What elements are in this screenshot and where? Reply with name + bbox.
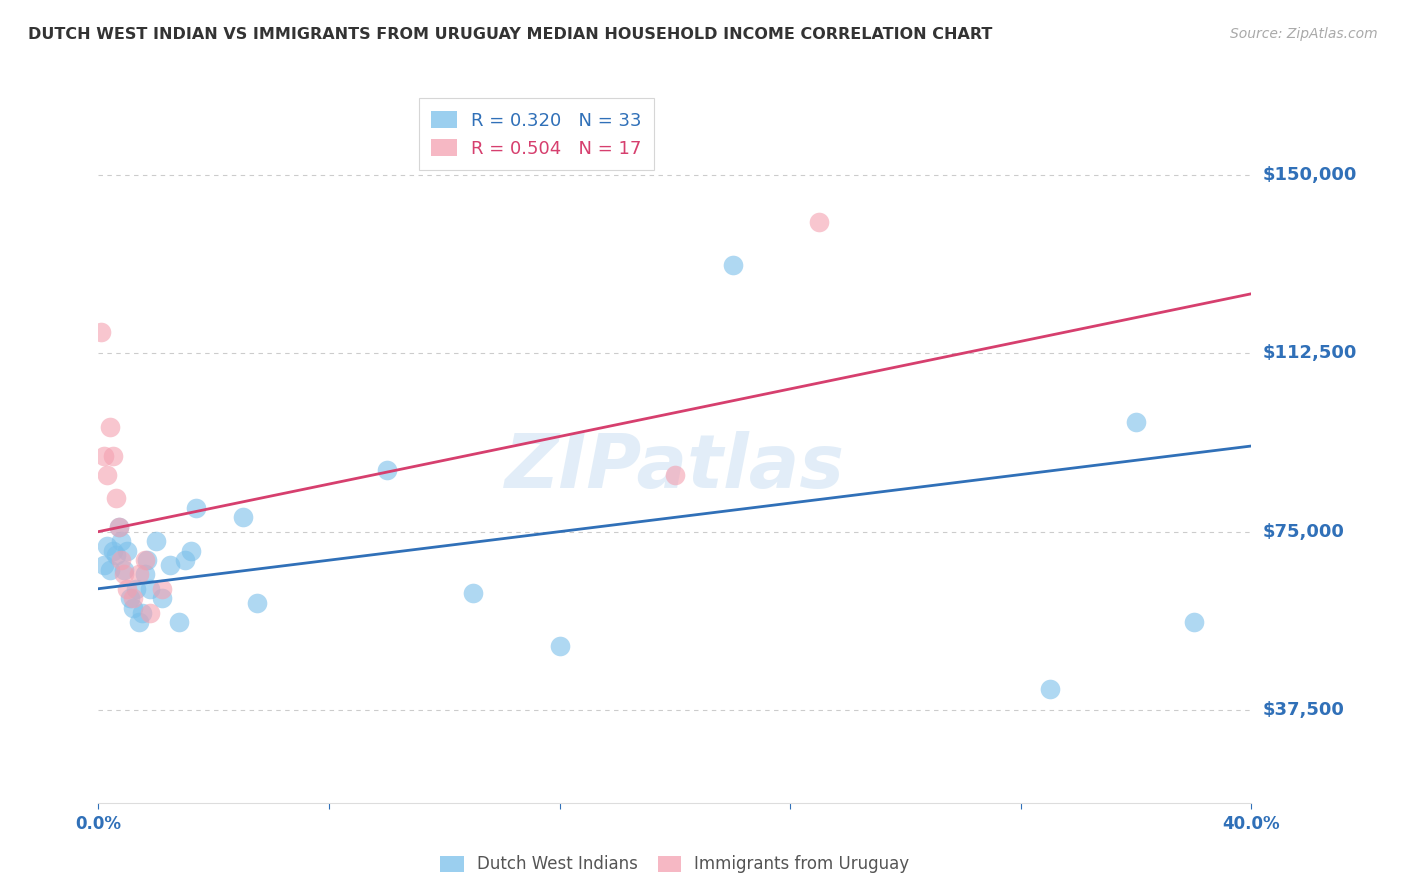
- Point: [104, 491, 127, 506]
- Point: [180, 543, 202, 558]
- Text: $37,500: $37,500: [1263, 701, 1344, 719]
- Point: [110, 553, 132, 567]
- Point: [150, 591, 173, 606]
- Point: [96, 467, 118, 482]
- Point: [139, 582, 162, 596]
- Point: [145, 534, 167, 549]
- Point: [110, 534, 132, 549]
- Point: [90, 325, 112, 339]
- Point: [112, 567, 135, 582]
- Point: [134, 553, 156, 567]
- Point: [98, 420, 121, 434]
- Point: [98, 563, 121, 577]
- Point: [122, 591, 145, 606]
- Point: [186, 500, 208, 515]
- Text: $75,000: $75,000: [1263, 523, 1344, 541]
- Point: [93, 449, 115, 463]
- Text: ZIPatlas: ZIPatlas: [505, 431, 845, 504]
- Point: [721, 258, 744, 272]
- Point: [101, 449, 124, 463]
- Point: [1038, 681, 1062, 696]
- Point: [174, 553, 197, 567]
- Point: [120, 591, 142, 606]
- Point: [101, 543, 124, 558]
- Point: [128, 615, 150, 629]
- Point: [139, 606, 162, 620]
- Point: [134, 567, 156, 582]
- Text: $150,000: $150,000: [1263, 166, 1357, 184]
- Point: [150, 582, 173, 596]
- Point: [107, 520, 129, 534]
- Point: [246, 596, 269, 610]
- Point: [807, 215, 830, 229]
- Point: [1182, 615, 1205, 629]
- Text: $112,500: $112,500: [1263, 344, 1357, 362]
- Point: [104, 549, 127, 563]
- Point: [131, 606, 153, 620]
- Point: [125, 582, 148, 596]
- Point: [664, 467, 686, 482]
- Point: [375, 463, 398, 477]
- Point: [117, 543, 138, 558]
- Point: [107, 520, 129, 534]
- Text: Source: ZipAtlas.com: Source: ZipAtlas.com: [1230, 27, 1378, 41]
- Point: [1125, 415, 1147, 429]
- Point: [231, 510, 254, 524]
- Point: [112, 563, 135, 577]
- Point: [117, 582, 138, 596]
- Point: [96, 539, 118, 553]
- Point: [548, 639, 571, 653]
- Point: [461, 586, 484, 600]
- Point: [159, 558, 181, 572]
- Legend: Dutch West Indians, Immigrants from Uruguay: Dutch West Indians, Immigrants from Urug…: [433, 849, 917, 880]
- Point: [93, 558, 115, 572]
- Point: [167, 615, 190, 629]
- Point: [122, 600, 145, 615]
- Point: [128, 567, 150, 582]
- Text: DUTCH WEST INDIAN VS IMMIGRANTS FROM URUGUAY MEDIAN HOUSEHOLD INCOME CORRELATION: DUTCH WEST INDIAN VS IMMIGRANTS FROM URU…: [28, 27, 993, 42]
- Point: [136, 553, 159, 567]
